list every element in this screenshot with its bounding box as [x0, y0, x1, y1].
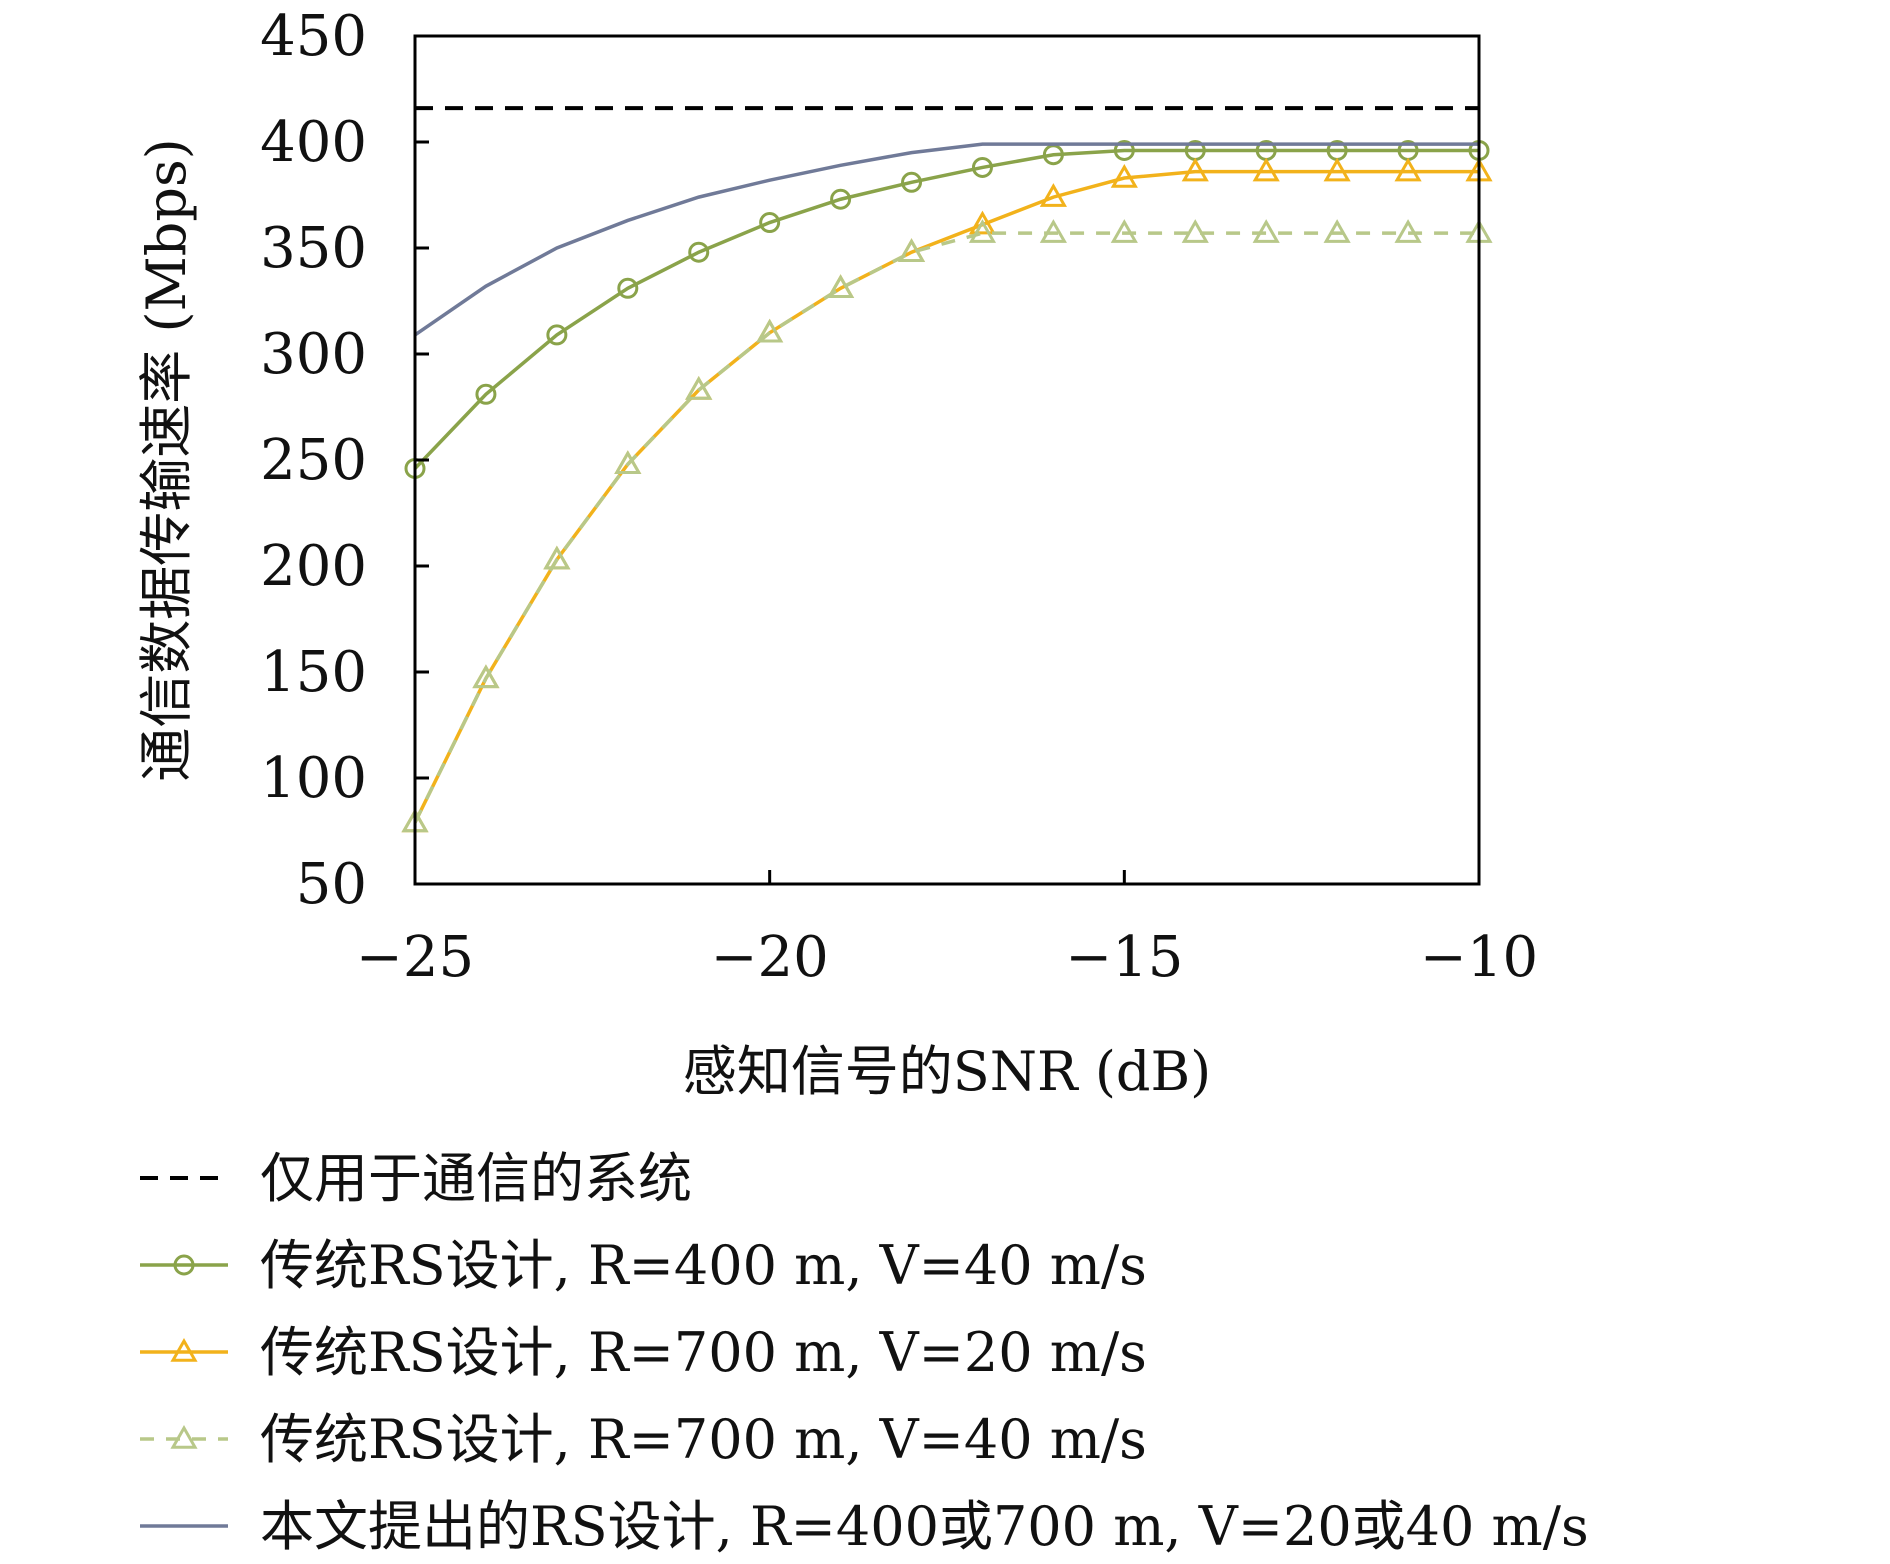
legend-label: 传统RS设计, R=700 m, V=40 m/s — [260, 1408, 1147, 1471]
series-3-point — [968, 219, 997, 243]
y-tick-label: 450 — [260, 4, 367, 69]
y-tick-label: 150 — [260, 640, 367, 705]
series-3-point — [1323, 219, 1351, 243]
series-4 — [414, 142, 1479, 337]
legend-label: 传统RS设计, R=400 m, V=40 m/s — [260, 1234, 1147, 1297]
series-1-point — [617, 277, 639, 299]
y-tick-label: 250 — [260, 428, 367, 493]
y-tick-label: 350 — [260, 216, 367, 281]
series-3-point — [1039, 219, 1067, 243]
series-2-point — [1323, 157, 1351, 182]
y-tick-label: 200 — [260, 534, 367, 599]
series-1-point — [901, 171, 923, 193]
y-tick-label: 100 — [260, 746, 367, 811]
y-tick-label: 400 — [260, 110, 367, 175]
x-tick-label: −20 — [711, 925, 829, 990]
series-line-4 — [414, 142, 1479, 337]
y-axis-ticks: 50 100 150 200 250 300 350 400 450 — [260, 4, 429, 917]
series-3 — [401, 219, 1493, 833]
series-1 — [404, 139, 1490, 479]
x-axis-ticks: −25 −20 −15 −10 — [356, 870, 1538, 990]
legend-entry: 仅用于通信的系统 — [140, 1147, 692, 1210]
series-2-point — [1394, 157, 1422, 182]
series-line-3 — [413, 231, 1479, 824]
series-3-point — [827, 274, 855, 299]
series-2-point — [968, 210, 997, 235]
series-1-point — [1113, 139, 1135, 161]
series-2-point — [1181, 157, 1209, 182]
y-tick-label: 300 — [260, 322, 367, 387]
x-tick-label: −15 — [1065, 925, 1183, 990]
series-1-point — [546, 324, 568, 346]
legend-entry: 传统RS设计, R=400 m, V=40 m/s — [140, 1234, 1147, 1297]
axes — [413, 34, 1481, 886]
series-2-point — [1039, 183, 1067, 207]
plot-area — [401, 106, 1493, 833]
legend-label: 传统RS设计, R=700 m, V=20 m/s — [260, 1321, 1147, 1384]
x-tick-label: −25 — [356, 925, 474, 990]
series-3-point — [897, 238, 926, 262]
legend-label: 本文提出的RS设计, R=400或700 m, V=20或40 m/s — [260, 1495, 1589, 1558]
series-2-point — [1252, 157, 1280, 182]
legend-entry: 传统RS设计, R=700 m, V=20 m/s — [140, 1321, 1147, 1384]
series-1-point — [688, 241, 710, 263]
plot-frame — [413, 34, 1481, 886]
series-2-point — [1110, 164, 1138, 188]
series-2 — [401, 157, 1493, 833]
legend-entry: 传统RS设计, R=700 m, V=40 m/s — [140, 1408, 1147, 1471]
legend-entry: 本文提出的RS设计, R=400或700 m, V=20或40 m/s — [140, 1495, 1589, 1558]
series-3-point — [1110, 219, 1138, 243]
y-axis-label: 通信数据传输速率 (Mbps) — [135, 138, 198, 781]
series-3-point — [1252, 219, 1280, 243]
series-3-point — [1181, 219, 1209, 243]
legend-label: 仅用于通信的系统 — [260, 1147, 692, 1210]
series-line-2 — [413, 169, 1479, 824]
series-3-point — [543, 545, 571, 570]
series-1-point — [971, 156, 993, 178]
series-3-point — [1394, 219, 1422, 243]
series-1-point — [759, 212, 781, 234]
series-3-point — [685, 376, 713, 400]
series-3-point — [756, 318, 784, 343]
series-3-point — [614, 450, 642, 474]
legend-marker — [170, 1337, 198, 1362]
series-1-point — [830, 188, 852, 210]
series-3-point — [472, 664, 500, 689]
x-axis-label: 感知信号的SNR (dB) — [683, 1040, 1211, 1103]
y-tick-label: 50 — [296, 852, 367, 917]
series-line-1 — [413, 148, 1479, 470]
series-1-point — [475, 383, 497, 405]
legend-marker — [170, 1424, 198, 1449]
x-tick-label: −10 — [1420, 925, 1538, 990]
legend-marker — [173, 1254, 195, 1276]
